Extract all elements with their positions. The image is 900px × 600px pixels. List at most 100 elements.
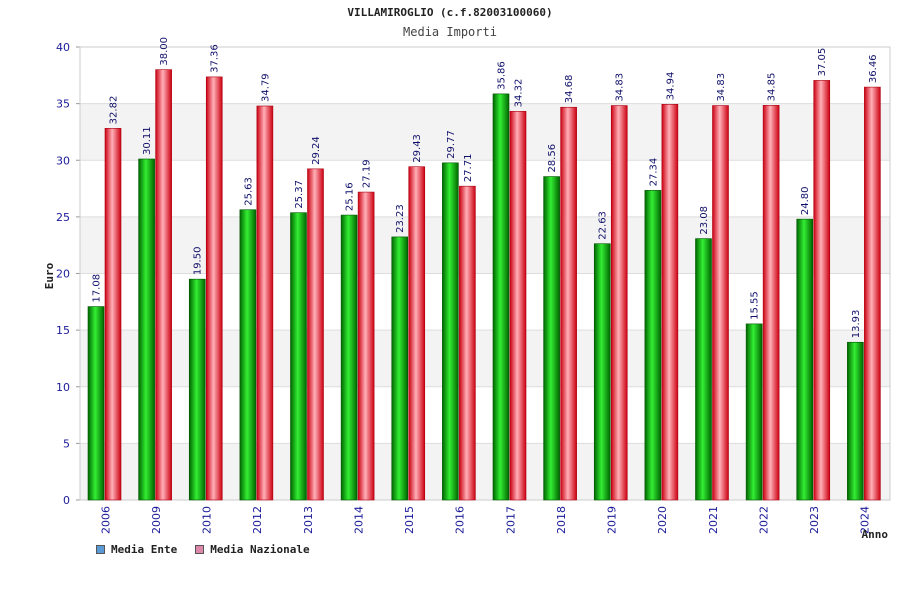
y-tick-label: 20 (56, 268, 70, 281)
data-label: 36.46 (868, 54, 879, 83)
bar-ente-2009 (138, 158, 155, 501)
data-label: 34.68 (564, 75, 575, 104)
plot-frame (79, 46, 891, 501)
data-label: 29.77 (446, 130, 457, 159)
bar-ente-2023 (796, 218, 814, 501)
data-label: 37.05 (817, 48, 828, 77)
x-tick-label: 2020 (656, 506, 669, 534)
legend-item-ente: Media Ente (96, 543, 177, 556)
data-label: 25.37 (294, 180, 305, 209)
bar-ente-2021 (695, 238, 712, 501)
bar-nazionale-2022 (762, 105, 780, 501)
data-label: 28.56 (547, 144, 558, 173)
bar-nazionale-2010 (205, 76, 223, 501)
y-tick-label: 15 (56, 324, 70, 337)
data-label: 19.50 (193, 247, 204, 276)
data-label: 35.86 (497, 61, 508, 90)
data-label: 34.79 (260, 73, 271, 102)
data-label: 34.32 (514, 79, 525, 108)
bar-nazionale-2023 (813, 80, 831, 501)
data-label: 34.85 (767, 73, 778, 102)
legend-label-ente: Media Ente (111, 543, 178, 556)
bar-ente-2020 (644, 190, 662, 501)
data-label: 27.19 (362, 159, 373, 188)
data-label: 15.55 (750, 291, 761, 320)
legend-swatch-ente (96, 545, 105, 554)
bar-nazionale-2012 (256, 105, 274, 501)
bar-ente-2014 (340, 214, 358, 501)
bar-nazionale-2006 (104, 128, 122, 501)
bar-ente-2018 (543, 176, 560, 501)
bar-nazionale-2009 (155, 69, 172, 501)
data-label: 24.80 (800, 186, 811, 215)
legend-label-nazionale: Media Nazionale (210, 543, 310, 556)
x-tick-label: 2009 (150, 506, 163, 534)
y-tick-label: 30 (56, 154, 70, 167)
bar-ente-2019 (593, 243, 611, 501)
x-tick-label: 2010 (201, 506, 214, 534)
bar-ente-2013 (290, 212, 307, 501)
x-tick-label: 2022 (757, 506, 770, 534)
bar-ente-2024 (847, 341, 864, 501)
bar-nazionale-2016 (459, 185, 476, 501)
data-label: 32.82 (109, 96, 120, 125)
chart-subtitle: Media Importi (403, 25, 497, 39)
x-tick-label: 2021 (707, 506, 720, 534)
data-label: 38.00 (159, 37, 170, 66)
data-label: 34.94 (665, 72, 676, 101)
bar-nazionale-2015 (408, 166, 426, 501)
x-tick-label: 2014 (352, 506, 365, 534)
data-label: 27.34 (648, 158, 659, 187)
data-label: 30.11 (142, 126, 153, 155)
y-tick-label: 5 (63, 437, 70, 450)
bar-ente-2006 (87, 306, 105, 501)
x-tick-label: 2024 (859, 506, 872, 534)
data-label: 29.24 (311, 136, 322, 165)
bar-nazionale-2013 (307, 168, 324, 501)
x-tick-label: 2023 (808, 506, 821, 534)
data-label: 25.16 (345, 182, 356, 211)
bar-nazionale-2018 (560, 106, 577, 501)
bar-ente-2016 (442, 162, 459, 501)
data-label: 13.93 (851, 310, 862, 339)
data-label: 34.83 (615, 73, 626, 102)
x-tick-label: 2013 (302, 506, 315, 534)
bar-nazionale-2019 (610, 105, 628, 501)
bar-ente-2022 (745, 323, 763, 501)
x-tick-label: 2018 (555, 506, 568, 534)
data-label: 22.63 (598, 211, 609, 240)
bar-nazionale-2014 (357, 191, 375, 501)
bar-nazionale-2020 (661, 104, 679, 501)
bar-nazionale-2017 (509, 111, 527, 501)
y-tick-label: 40 (56, 41, 70, 54)
data-label: 23.23 (395, 204, 406, 233)
bar-ente-2010 (188, 278, 206, 501)
bar-nazionale-2024 (864, 86, 881, 501)
data-label: 17.08 (92, 274, 103, 303)
y-tick-label: 0 (63, 494, 70, 507)
chart-title: VILLAMIROGLIO (c.f.82003100060) (347, 6, 553, 19)
bar-ente-2017 (492, 93, 510, 501)
legend-swatch-nazionale (195, 545, 205, 554)
bar-ente-2012 (239, 209, 257, 501)
x-tick-label: 2016 (454, 506, 467, 534)
data-label: 29.43 (412, 134, 423, 163)
y-tick-label: 25 (56, 211, 70, 224)
bar-ente-2015 (391, 236, 409, 501)
y-tick-label: 35 (56, 98, 70, 111)
bar-nazionale-2021 (712, 105, 729, 501)
x-tick-label: 2006 (99, 506, 112, 534)
x-tick-label: 2012 (251, 506, 264, 534)
y-tick-label: 10 (56, 381, 70, 394)
data-label: 23.08 (699, 206, 710, 235)
x-tick-label: 2015 (403, 506, 416, 534)
y-axis-label: Euro (43, 262, 56, 289)
x-tick-label: 2019 (606, 506, 619, 534)
x-tick-label: 2017 (504, 506, 517, 534)
x-axis-label: Anno (862, 528, 889, 541)
data-label: 25.63 (243, 177, 254, 206)
data-label: 27.71 (463, 154, 474, 183)
legend: Media Ente Media Nazionale (96, 543, 310, 556)
